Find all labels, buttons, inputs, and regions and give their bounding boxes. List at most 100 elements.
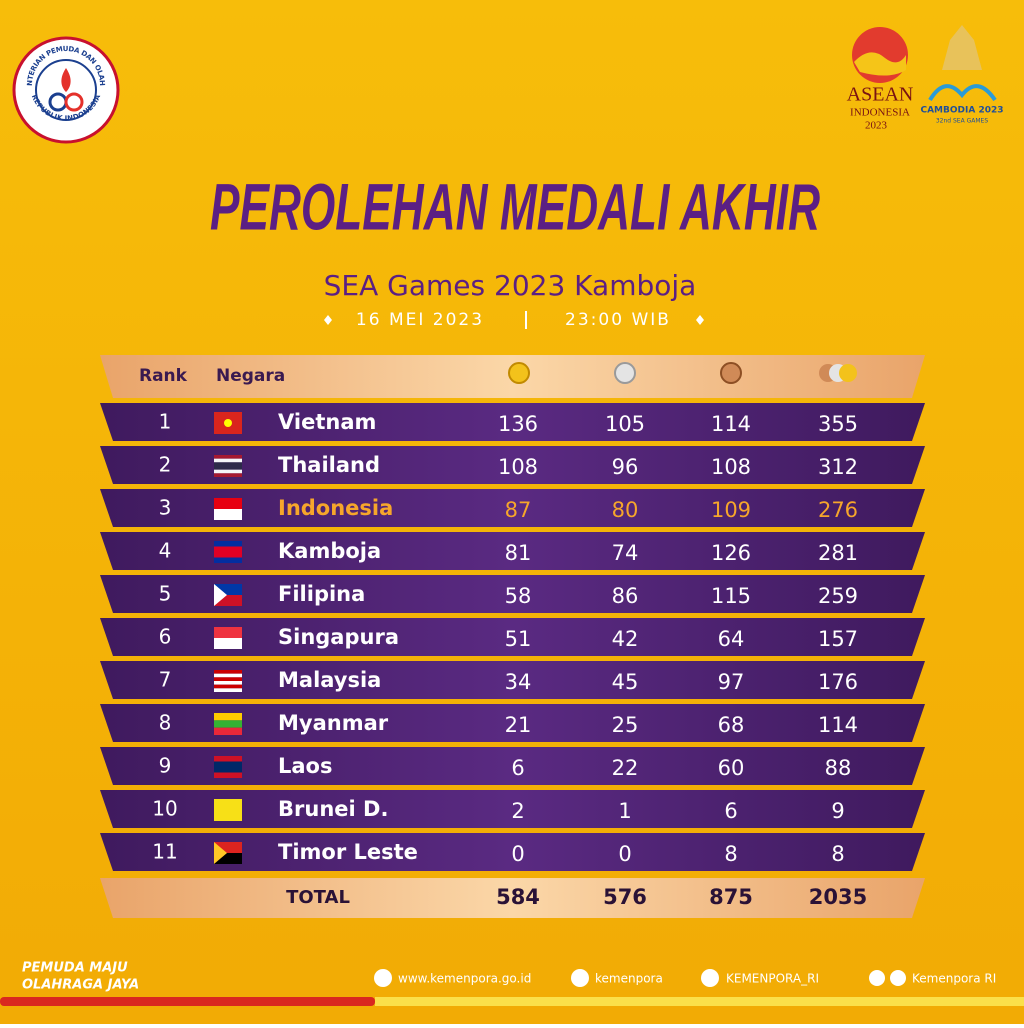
medal-count: 8 <box>724 842 737 866</box>
flag <box>214 455 242 459</box>
rank: 6 <box>159 625 172 649</box>
medal-count: 9 <box>831 799 844 823</box>
title: PEROLEHAN MEDALI AKHIR <box>210 169 820 243</box>
medal-count: 86 <box>612 584 639 608</box>
table-row <box>100 833 925 871</box>
medal-count: 108 <box>711 455 751 479</box>
country: Laos <box>278 754 332 778</box>
flag <box>214 761 242 767</box>
flag <box>214 462 242 466</box>
medal-count: 105 <box>605 412 645 436</box>
medal-count: 0 <box>511 842 524 866</box>
flag <box>214 842 242 853</box>
flag <box>214 673 242 678</box>
rank: 10 <box>152 797 177 821</box>
medal-count: 176 <box>818 670 858 694</box>
flag <box>214 688 242 692</box>
medal-count: 88 <box>825 756 852 780</box>
medal-count: 80 <box>612 498 639 522</box>
table-row <box>100 489 925 527</box>
total-count: 875 <box>709 885 753 909</box>
table-row <box>100 618 925 656</box>
table-row <box>100 532 925 570</box>
rank: 2 <box>159 453 172 477</box>
medal-count: 51 <box>505 627 532 651</box>
flag <box>214 727 242 735</box>
flag <box>214 595 242 606</box>
table-row <box>100 790 925 828</box>
medal-count: 1 <box>618 799 631 823</box>
totals: 584 576 875 2035 <box>496 885 867 909</box>
logo-text: 32nd SEA GAMES <box>936 118 988 125</box>
country: Filipina <box>278 582 365 606</box>
medal-count: 276 <box>818 498 858 522</box>
flag <box>214 466 242 470</box>
medal-count: 25 <box>612 713 639 737</box>
table-row <box>100 747 925 785</box>
medal-count: 0 <box>618 842 631 866</box>
medal-count: 281 <box>818 541 858 565</box>
logo-text: ASEAN <box>847 84 914 106</box>
flag <box>214 552 242 558</box>
medal-count: 34 <box>505 670 532 694</box>
icon <box>701 969 719 987</box>
icon <box>890 970 906 986</box>
logo-text: 2023 <box>865 120 888 132</box>
flag <box>214 684 242 689</box>
rank: 4 <box>159 539 172 563</box>
medal-count: 6 <box>724 799 737 823</box>
flag <box>214 638 242 649</box>
footer-bar <box>0 997 375 1006</box>
flag <box>214 541 242 547</box>
flag <box>214 469 242 474</box>
medal-count: 97 <box>718 670 745 694</box>
medal-count: 259 <box>818 584 858 608</box>
flag <box>214 772 242 778</box>
flag <box>214 584 227 606</box>
time: 23:00 WIB <box>565 310 671 330</box>
medal-count: 96 <box>612 455 639 479</box>
footer-bar <box>375 997 1024 1006</box>
flag <box>214 546 242 552</box>
table-row <box>100 575 925 613</box>
medal-count: 21 <box>505 713 532 737</box>
medal-count: 60 <box>718 756 745 780</box>
flag <box>214 720 242 728</box>
medal-count: 108 <box>498 455 538 479</box>
flag <box>214 713 242 721</box>
rank: 11 <box>152 840 177 864</box>
medal-count: 136 <box>498 412 538 436</box>
flag <box>214 767 242 773</box>
logo-text: CAMBODIA 2023 <box>920 106 1003 116</box>
footer-link: KEMENPORA_RI <box>726 972 819 986</box>
country: Malaysia <box>278 668 381 692</box>
date: 16 MEI 2023 <box>356 310 484 330</box>
table-row <box>100 403 925 441</box>
medal-count: 114 <box>818 713 858 737</box>
total-bar <box>100 878 925 918</box>
rank: 9 <box>159 754 172 778</box>
rank: 7 <box>159 668 172 692</box>
flag <box>214 584 242 595</box>
flag <box>214 473 242 477</box>
flag <box>214 756 242 762</box>
medal-icons <box>508 362 857 384</box>
column-header: Negara <box>216 366 285 386</box>
medal-count: 87 <box>505 498 532 522</box>
country: Vietnam <box>278 410 376 434</box>
flag <box>214 853 242 864</box>
medal-count: 8 <box>831 842 844 866</box>
rank: 3 <box>159 496 172 520</box>
subtitle: SEA Games 2023 Kamboja <box>324 269 697 302</box>
flag <box>214 627 242 638</box>
flag <box>214 677 242 681</box>
flag <box>214 557 242 563</box>
slogan: OLAHRAGA JAYA <box>22 978 139 993</box>
flag <box>214 681 242 685</box>
medal-count: 2 <box>511 799 524 823</box>
total-count: 2035 <box>809 885 867 909</box>
flag <box>214 842 227 864</box>
flag <box>224 419 232 427</box>
medal-count: 114 <box>711 412 751 436</box>
